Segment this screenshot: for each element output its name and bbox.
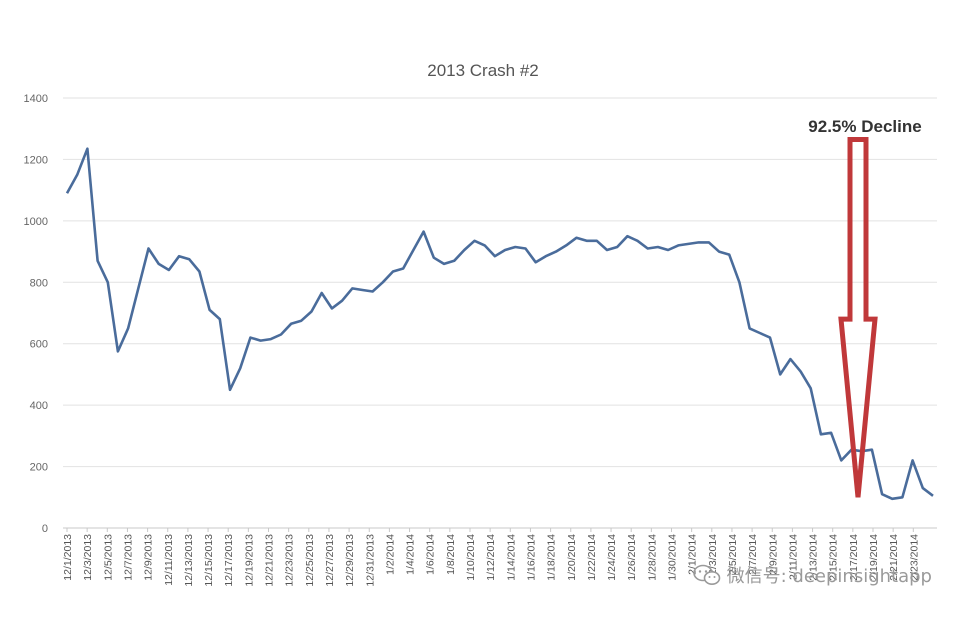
x-tick-label: 12/15/2013	[203, 534, 215, 587]
x-tick-label: 1/30/2014	[667, 534, 679, 581]
x-axis-ticks: 12/1/2013 12/3/2013 12/5/2013 12/7/2013 12/9…	[62, 528, 920, 587]
x-tick-label: 1/26/2014	[626, 534, 638, 581]
x-tick-label: 1/4/2014	[405, 534, 417, 575]
x-tick-label: 12/1/2013	[62, 534, 74, 581]
y-tick-label: 400	[30, 400, 48, 412]
x-tick-label: 1/12/2014	[485, 534, 497, 581]
x-tick-label: 2/9/2014	[767, 534, 779, 575]
y-tick-label: 0	[42, 523, 48, 535]
x-tick-label: 2/5/2014	[727, 534, 739, 575]
x-tick-label: 12/17/2013	[223, 534, 235, 587]
y-tick-label: 1400	[24, 93, 48, 105]
x-tick-label: 12/31/2013	[364, 534, 376, 587]
x-tick-label: 1/10/2014	[465, 534, 477, 581]
watermark: 微信号: deepinsightapp	[692, 562, 932, 588]
x-tick-label: 12/5/2013	[102, 534, 114, 581]
y-tick-label: 600	[30, 339, 48, 351]
y-tick-label: 800	[30, 277, 48, 289]
x-tick-label: 1/16/2014	[525, 534, 537, 581]
x-tick-label: 1/28/2014	[646, 534, 658, 581]
x-tick-label: 12/25/2013	[304, 534, 316, 587]
y-axis-ticks: 0 200 400 600 800 1000 1200 1400	[24, 93, 48, 535]
series-layer	[65, 147, 934, 501]
x-tick-label: 12/11/2013	[163, 534, 175, 586]
x-tick-label: 1/24/2014	[606, 534, 618, 581]
gridlines	[63, 97, 937, 468]
x-tick-label: 1/2/2014	[384, 534, 396, 575]
x-tick-label: 1/20/2014	[566, 534, 578, 581]
series-line	[65, 147, 934, 501]
x-tick-label: 2/23/2014	[908, 534, 920, 581]
x-tick-label: 1/18/2014	[546, 534, 558, 581]
x-tick-label: 2/11/2014	[787, 534, 799, 580]
y-tick-label: 1000	[24, 216, 48, 228]
x-tick-label: 12/19/2013	[243, 534, 255, 587]
x-tick-label: 1/8/2014	[445, 534, 457, 575]
x-tick-label: 12/7/2013	[122, 534, 134, 581]
decline-arrow	[838, 136, 878, 498]
x-tick-label: 2/15/2014	[828, 534, 840, 581]
x-tick-label: 2/7/2014	[747, 534, 759, 575]
watermark-text: 微信号: deepinsightapp	[726, 566, 932, 587]
y-tick-label: 200	[30, 462, 48, 474]
x-tick-label: 2/19/2014	[868, 534, 880, 581]
x-tick-label: 2/3/2014	[707, 534, 719, 575]
x-tick-label: 12/23/2013	[284, 534, 296, 587]
decline-annotation: 92.5% Decline	[808, 117, 922, 498]
x-tick-label: 12/27/2013	[324, 534, 336, 587]
x-tick-label: 12/29/2013	[344, 534, 356, 587]
wechat-icon	[692, 564, 720, 585]
x-tick-label: 1/14/2014	[505, 534, 517, 581]
x-tick-label: 2/1/2014	[687, 534, 699, 575]
x-tick-label: 1/22/2014	[586, 534, 598, 581]
annotation-label: 92.5% Decline	[808, 117, 921, 136]
chart-title: 2013 Crash #2	[427, 61, 539, 80]
x-tick-label: 2/17/2014	[848, 534, 860, 581]
x-tick-label: 1/6/2014	[425, 534, 437, 575]
x-tick-label: 12/13/2013	[183, 534, 195, 587]
x-tick-label: 2/21/2014	[888, 534, 900, 581]
x-tick-label: 12/3/2013	[82, 534, 94, 581]
x-tick-label: 12/9/2013	[143, 534, 155, 581]
x-tick-label: 2/13/2014	[808, 534, 820, 581]
y-tick-label: 1200	[24, 154, 48, 166]
x-tick-label: 12/21/2013	[264, 534, 276, 587]
